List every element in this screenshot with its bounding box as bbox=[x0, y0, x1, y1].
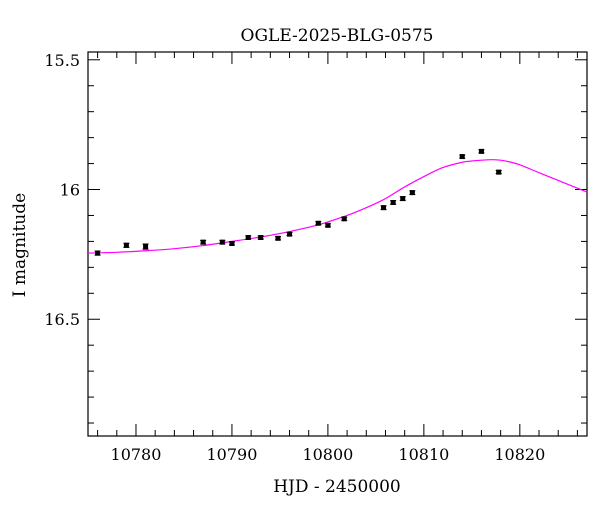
data-point bbox=[381, 205, 387, 211]
model-curve bbox=[87, 159, 588, 254]
data-point bbox=[400, 196, 406, 202]
x-tick-label: 10780 bbox=[111, 445, 162, 464]
y-tick-label: 16 bbox=[60, 181, 80, 200]
x-tick-label: 10790 bbox=[206, 445, 257, 464]
y-axis-ticks: 15.5 16 16.5 bbox=[44, 51, 587, 424]
data-points bbox=[94, 148, 502, 256]
x-tick-label: 10800 bbox=[302, 445, 353, 464]
data-point bbox=[409, 190, 415, 196]
data-point bbox=[341, 216, 347, 222]
data-point bbox=[245, 235, 251, 241]
x-axis-label: HJD - 2450000 bbox=[273, 477, 401, 497]
data-point bbox=[219, 239, 225, 245]
data-point bbox=[315, 220, 321, 226]
data-point bbox=[287, 231, 293, 237]
x-axis-ticks: 10780 10790 10800 10810 10820 bbox=[97, 52, 578, 464]
data-point bbox=[200, 239, 206, 245]
data-point bbox=[143, 244, 149, 250]
x-tick-label: 10810 bbox=[398, 445, 449, 464]
y-tick-label: 16.5 bbox=[44, 310, 80, 329]
data-point bbox=[459, 154, 465, 160]
x-tick-label: 10820 bbox=[494, 445, 545, 464]
data-point bbox=[95, 250, 101, 256]
model-layer bbox=[87, 159, 588, 254]
data-point bbox=[390, 199, 396, 205]
y-axis-label: I magnitude bbox=[10, 193, 30, 297]
data-point bbox=[496, 169, 502, 175]
data-point bbox=[123, 242, 129, 248]
data-point bbox=[229, 240, 235, 246]
data-point bbox=[478, 148, 484, 154]
data-point bbox=[325, 222, 331, 228]
y-tick-label: 15.5 bbox=[44, 51, 80, 70]
data-point bbox=[275, 235, 281, 241]
plot-frame bbox=[87, 51, 588, 437]
data-point bbox=[258, 235, 264, 241]
chart-title: OGLE-2025-BLG-0575 bbox=[241, 26, 434, 46]
